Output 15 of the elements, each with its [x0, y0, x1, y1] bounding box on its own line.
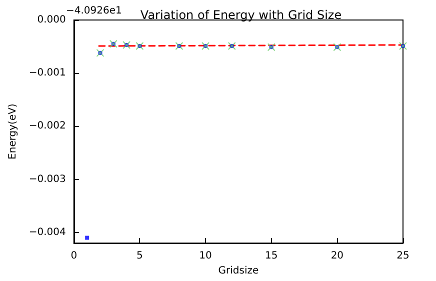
- y-tick-label: −0.002: [28, 120, 66, 132]
- chart-title: Variation of Energy with Grid Size: [140, 8, 342, 22]
- x-tick-label: 0: [70, 250, 78, 262]
- x-tick-label: 25: [396, 250, 410, 262]
- x-tick-label: 20: [330, 250, 344, 262]
- y-tick-label: −0.003: [28, 174, 66, 185]
- y-tick-label: −0.004: [28, 226, 66, 238]
- x-axis-title: Gridsize: [218, 266, 259, 276]
- x-tick-label: 15: [264, 250, 278, 262]
- y-tick-label: −0.001: [28, 68, 66, 79]
- y-tick-label: 0.000: [37, 14, 66, 26]
- text: −4.0926e1: [66, 6, 122, 16]
- x-tick-label: 10: [199, 250, 212, 262]
- x-tick-label: 5: [136, 250, 143, 262]
- y-axis-title: Energy(eV): [8, 104, 18, 160]
